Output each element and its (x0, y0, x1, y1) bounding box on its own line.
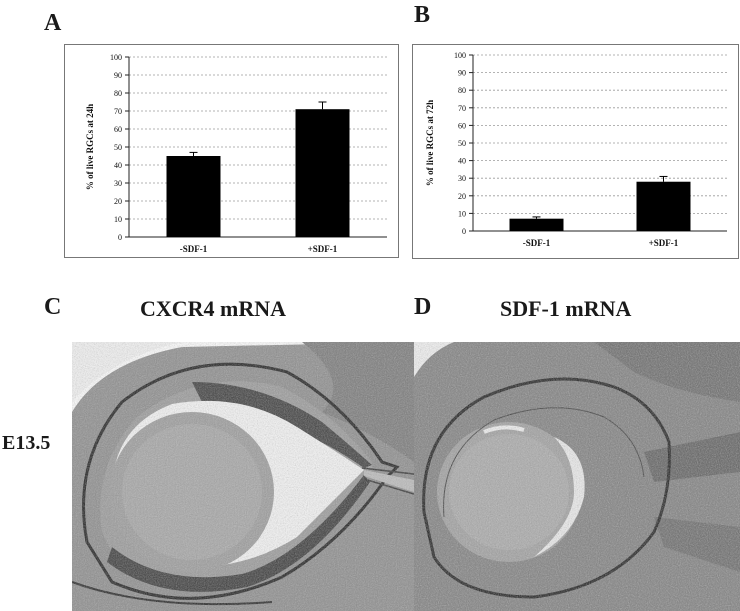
chart-b-frame: 0 10 20 30 40 50 60 70 80 90 100 -SDF-1 +SDF-1 % of l… (412, 44, 739, 259)
y-tick-label: 80 (114, 89, 122, 98)
y-tick-label: 90 (114, 71, 122, 80)
y-tick-label: 20 (114, 197, 122, 206)
panel-label-c: C (44, 294, 62, 320)
y-tick-label: 40 (458, 157, 466, 166)
y-tick-label: 70 (114, 107, 122, 116)
x-tick-label: +SDF-1 (649, 238, 679, 248)
y-tick-label: 90 (458, 69, 466, 78)
y-tick-label: 100 (454, 51, 466, 60)
bar-minus-sdf1 (166, 156, 221, 237)
y-tick-label: 10 (114, 215, 122, 224)
y-tick-label: 60 (114, 125, 122, 134)
y-tick-label: 10 (458, 209, 466, 218)
y-tick-label: 70 (458, 104, 466, 113)
row-label-e135: E13.5 (2, 432, 51, 454)
y-tick-label: 30 (458, 174, 466, 183)
y-tick-label: 80 (458, 86, 466, 95)
bar-plus-sdf1 (636, 181, 691, 231)
y-tick-label: 20 (458, 192, 466, 201)
y-tick-label: 50 (114, 143, 122, 152)
y-tick-label: 60 (458, 121, 466, 130)
chart-b: 0 10 20 30 40 50 60 70 80 90 100 -SDF-1 +SDF-1 % of l… (425, 51, 727, 248)
chart-a: 0 10 20 30 40 50 60 70 80 90 100 -SDF-1 +SDF-1 % of l… (85, 53, 387, 254)
bar-minus-sdf1 (509, 218, 564, 231)
y-axis-label: % of live RGCs at 72h (425, 100, 435, 186)
chart-a-frame: 0 10 20 30 40 50 60 70 80 90 100 -SDF-1 +SDF-1 % of l… (64, 44, 399, 258)
y-tick-label: 0 (462, 227, 466, 236)
y-tick-label: 50 (458, 139, 466, 148)
title-sdf1: SDF-1 mRNA (500, 296, 632, 321)
x-tick-label: -SDF-1 (523, 238, 551, 248)
bar-plus-sdf1 (295, 109, 350, 237)
panel-label-b: B (414, 2, 431, 28)
title-cxcr4: CXCR4 mRNA (140, 296, 287, 321)
y-tick-label: 100 (110, 53, 122, 62)
panel-label-a: A (44, 10, 62, 36)
micrograph-cxcr4 (72, 342, 414, 611)
micrograph-sdf1 (414, 342, 740, 611)
panel-label-d: D (414, 294, 432, 320)
y-tick-label: 30 (114, 179, 122, 188)
y-axis-label: % of live RGCs at 24h (85, 104, 95, 190)
x-tick-label: +SDF-1 (308, 244, 338, 254)
x-tick-label: -SDF-1 (180, 244, 208, 254)
y-tick-label: 0 (118, 233, 122, 242)
y-tick-label: 40 (114, 161, 122, 170)
